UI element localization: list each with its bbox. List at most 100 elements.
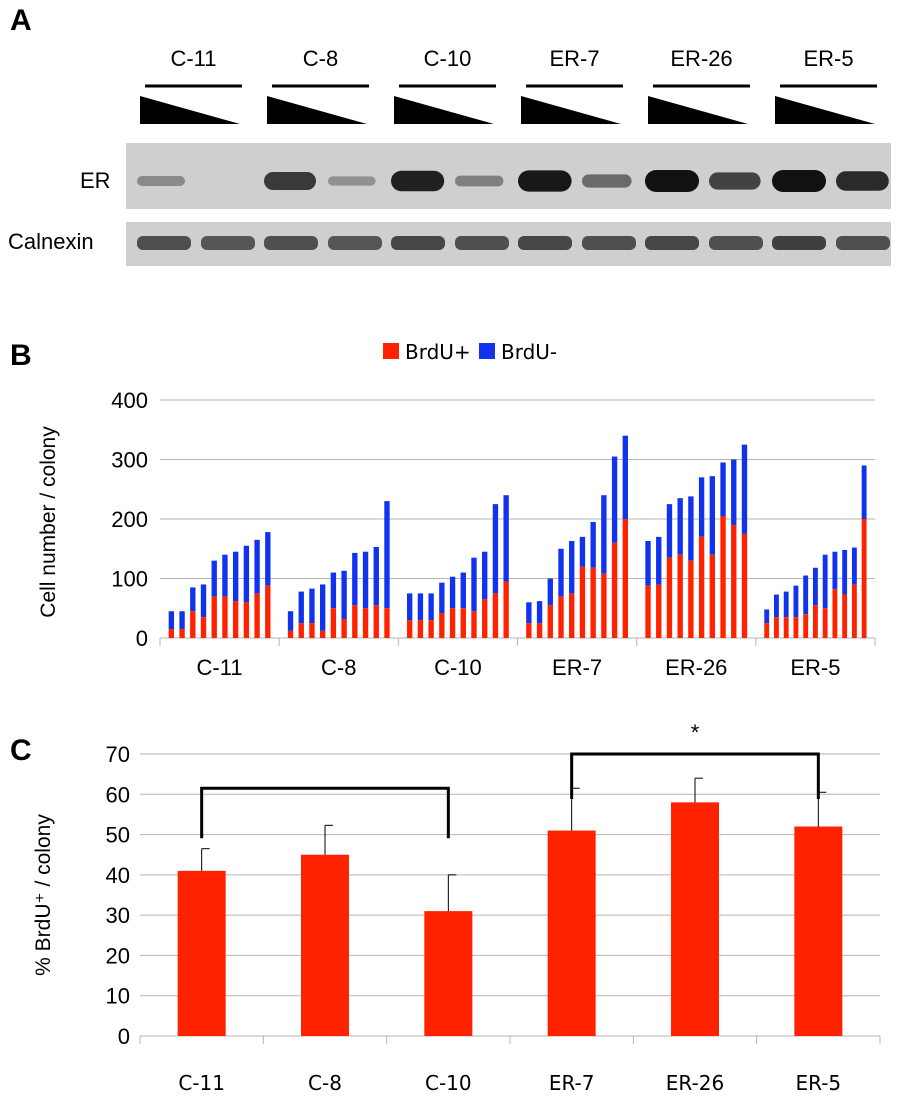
significance-bracket-2 xyxy=(570,752,820,799)
lane-label-er-5: ER-5 xyxy=(803,46,853,71)
er-membrane xyxy=(126,143,891,209)
calnexin-band-er-26-1 xyxy=(645,236,699,250)
lane-label-c-8: C-8 xyxy=(303,46,338,71)
bar-brdu-pos-er-5-6 xyxy=(812,605,818,638)
bar-brdu-neg-er-7-9 xyxy=(611,456,618,543)
bar-brdu-pos-c-10-9 xyxy=(492,593,499,638)
bar-brdu-neg-er-26-4 xyxy=(677,498,683,555)
bar-brdu-pos-c-8-9 xyxy=(373,605,379,638)
bar-brdu-pos-c-11-1 xyxy=(168,629,175,638)
category-label-c-c-8: C-8 xyxy=(308,1071,342,1095)
bar-brdu-neg-er-5-3 xyxy=(783,591,789,618)
lane-label-c-10: C-10 xyxy=(424,46,472,71)
bar-brdu-pos-er-5-5 xyxy=(803,614,809,638)
bar-er-7 xyxy=(547,830,596,1036)
bar-brdu-neg-c-10-7 xyxy=(471,557,477,612)
bar-brdu-pos-c-11-6 xyxy=(222,596,228,638)
legend-label-brdu-pos: BrdU+ xyxy=(405,340,471,364)
er-band-c-10-1 xyxy=(391,170,445,192)
lane-label-c-11: C-11 xyxy=(170,46,216,71)
bar-brdu-neg-er-5-5 xyxy=(803,575,809,615)
bar-brdu-pos-c-8-10 xyxy=(384,608,390,638)
bar-brdu-pos-er-7-2 xyxy=(536,623,543,638)
legend-swatch-brdu-neg xyxy=(479,343,495,359)
category-label-b-c-11: C-11 xyxy=(197,655,243,680)
bar-brdu-pos-er-5-10 xyxy=(851,584,857,638)
bar-brdu-neg-er-7-10 xyxy=(622,435,628,519)
bar-brdu-neg-c-10-6 xyxy=(460,572,466,609)
legend-swatch-brdu-pos xyxy=(383,343,399,359)
bar-brdu-neg-c-10-1 xyxy=(407,593,413,621)
y-tick-label-b: 0 xyxy=(136,626,148,651)
bar-c-8 xyxy=(301,854,349,1036)
er-blot-strip xyxy=(126,143,891,209)
bar-brdu-pos-c-10-4 xyxy=(439,613,445,638)
bar-brdu-pos-er-26-5 xyxy=(688,560,694,638)
category-label-c-c-10: C-10 xyxy=(425,1071,472,1095)
bar-er-5 xyxy=(794,826,843,1036)
bar-brdu-neg-c-10-9 xyxy=(492,504,499,594)
bar-brdu-neg-c-8-9 xyxy=(373,546,379,606)
bar-brdu-pos-er-26-10 xyxy=(741,533,748,638)
bar-brdu-neg-c-8-1 xyxy=(287,611,294,631)
wedge-er-5 xyxy=(775,96,875,124)
y-tick-label-c: 60 xyxy=(106,782,130,807)
er-band-c-10-2 xyxy=(455,175,504,187)
bar-brdu-pos-c-11-10 xyxy=(265,585,271,638)
legend-label-brdu-neg: BrdU- xyxy=(501,340,557,364)
category-label-b-er-26: ER-26 xyxy=(665,655,727,680)
bar-brdu-neg-c-11-8 xyxy=(243,545,250,603)
bar-brdu-neg-er-26-8 xyxy=(720,462,726,517)
bar-brdu-pos-er-5-4 xyxy=(793,617,799,638)
bar-brdu-neg-c-8-5 xyxy=(330,572,337,609)
bar-brdu-pos-er-26-6 xyxy=(698,536,705,638)
category-label-c-er-5: ER-5 xyxy=(795,1071,841,1095)
significance-bracket-1 xyxy=(200,786,450,839)
bar-brdu-neg-er-5-4 xyxy=(793,585,799,618)
y-tick-label-c: 0 xyxy=(118,1024,130,1049)
lane-label-er-7: ER-7 xyxy=(549,46,599,71)
category-label-c-er-7: ER-7 xyxy=(549,1071,595,1095)
bar-brdu-neg-c-11-9 xyxy=(254,539,260,594)
bar-brdu-pos-c-10-7 xyxy=(471,611,477,638)
y-tick-label-c: 70 xyxy=(106,742,130,767)
bar-brdu-pos-er-5-7 xyxy=(822,608,828,638)
bar-brdu-pos-er-5-11 xyxy=(861,519,867,638)
calnexin-band-c-11-2 xyxy=(201,236,255,250)
bar-brdu-pos-er-26-2 xyxy=(656,584,662,638)
y-tick-label-c: 50 xyxy=(106,823,130,848)
wedge-c-11 xyxy=(140,96,240,124)
calnexin-band-c-8-1 xyxy=(264,236,318,250)
bar-brdu-neg-c-10-4 xyxy=(439,582,445,614)
bar-brdu-neg-er-26-2 xyxy=(656,536,662,585)
bar-brdu-pos-er-26-1 xyxy=(645,585,651,638)
bar-brdu-pos-c-10-10 xyxy=(503,581,509,638)
bar-brdu-neg-er-7-7 xyxy=(590,521,596,568)
calnexin-band-er-5-2 xyxy=(836,236,890,250)
bar-brdu-pos-c-10-6 xyxy=(460,608,466,638)
category-label-c-er-26: ER-26 xyxy=(666,1071,724,1095)
bar-brdu-neg-er-26-1 xyxy=(645,541,651,586)
bar-brdu-neg-er-5-8 xyxy=(832,551,838,590)
stacked-bar-chart: 0 100 200 300 400 C-11 C-8 C-10 ER-7 ER-26 ER-5 xyxy=(111,388,876,680)
bar-brdu-neg-er-26-3 xyxy=(666,504,673,558)
bar-er-26 xyxy=(671,802,719,1036)
panel-label-c: C xyxy=(10,734,32,767)
bar-brdu-pos-c-8-3 xyxy=(309,623,315,638)
bar-brdu-pos-c-10-8 xyxy=(482,599,488,638)
y-axis-title-b: Cell number / colony xyxy=(37,426,60,618)
bar-brdu-neg-er-7-4 xyxy=(558,548,564,597)
bar-brdu-pos-c-11-8 xyxy=(243,602,250,638)
bar-brdu-pos-c-8-2 xyxy=(298,623,304,638)
bar-brdu-pos-c-8-1 xyxy=(287,630,294,638)
bar-brdu-pos-er-7-9 xyxy=(611,542,618,638)
percent-bar-chart: 0 10 20 30 40 50 60 70 C-11 C-8 C-10 ER-7 ER-26 ER-5 * xyxy=(106,720,881,1095)
bar-brdu-neg-c-8-10 xyxy=(384,501,390,609)
bar-brdu-pos-c-11-3 xyxy=(190,611,196,638)
bar-brdu-pos-c-8-7 xyxy=(352,605,358,638)
bar-brdu-pos-c-8-6 xyxy=(341,618,347,638)
bar-brdu-neg-c-10-5 xyxy=(449,576,456,609)
concentration-wedges xyxy=(140,96,875,124)
bar-brdu-neg-er-5-10 xyxy=(851,547,857,585)
calnexin-band-c-10-2 xyxy=(455,236,509,250)
